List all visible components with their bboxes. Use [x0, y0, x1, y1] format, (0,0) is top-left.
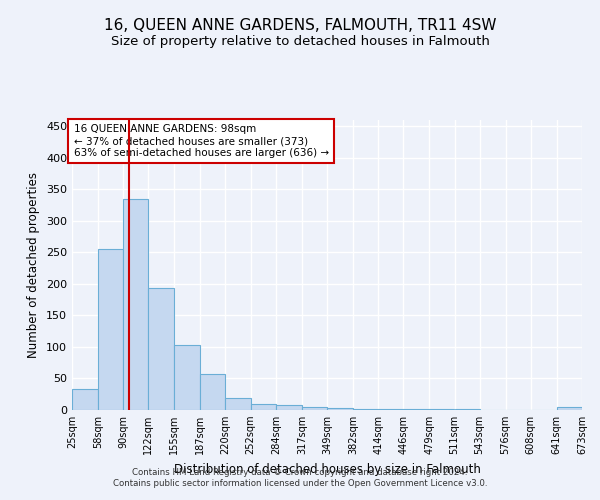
Text: 16, QUEEN ANNE GARDENS, FALMOUTH, TR11 4SW: 16, QUEEN ANNE GARDENS, FALMOUTH, TR11 4…: [104, 18, 496, 32]
Bar: [378, 408, 403, 410]
X-axis label: Distribution of detached houses by size in Falmouth: Distribution of detached houses by size …: [173, 462, 481, 475]
Bar: [199, 374, 226, 410]
Bar: [123, 199, 148, 410]
Bar: [251, 404, 276, 410]
Bar: [276, 405, 302, 410]
Y-axis label: Number of detached properties: Number of detached properties: [28, 172, 40, 358]
Text: Contains HM Land Registry data © Crown copyright and database right 2024.
Contai: Contains HM Land Registry data © Crown c…: [113, 468, 487, 487]
Bar: [226, 398, 251, 410]
Bar: [327, 408, 353, 410]
Bar: [302, 407, 327, 410]
Text: Size of property relative to detached houses in Falmouth: Size of property relative to detached ho…: [110, 35, 490, 48]
Bar: [72, 389, 98, 410]
Bar: [148, 288, 175, 410]
Bar: [353, 408, 378, 410]
Text: 16 QUEEN ANNE GARDENS: 98sqm
← 37% of detached houses are smaller (373)
63% of s: 16 QUEEN ANNE GARDENS: 98sqm ← 37% of de…: [74, 124, 329, 158]
Bar: [557, 408, 582, 410]
Bar: [175, 345, 199, 410]
Bar: [98, 249, 123, 410]
